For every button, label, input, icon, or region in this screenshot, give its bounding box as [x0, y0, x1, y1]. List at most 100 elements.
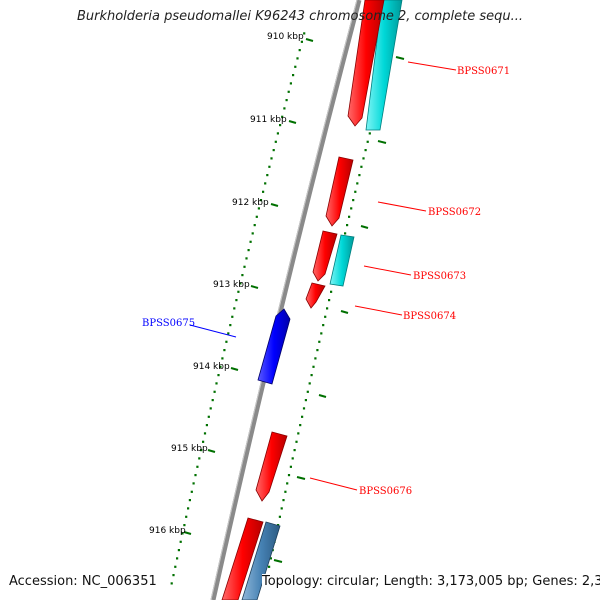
ruler-dots-inner — [170, 32, 306, 585]
ruler-dot — [284, 490, 287, 493]
ruler-dot — [268, 565, 271, 568]
ruler-dot — [274, 140, 277, 143]
ruler-dot — [302, 407, 306, 410]
tick-mark-inner — [230, 367, 239, 371]
ruler-dot — [213, 390, 216, 393]
ruler-dot — [291, 457, 294, 460]
ruler-dot — [209, 407, 212, 410]
ruler-dot — [316, 349, 319, 352]
label-leaders — [189, 61, 457, 491]
sequence-backbone — [210, 0, 362, 600]
ruler-dot — [278, 515, 281, 518]
ruler-dot — [346, 224, 349, 227]
ruler-dot — [318, 340, 321, 343]
ruler-dot — [179, 540, 182, 543]
ruler-dot — [255, 215, 258, 218]
ruler-dot — [320, 332, 323, 335]
tick-label: 913 kbp — [213, 280, 250, 290]
tick-label: 912 kbp — [232, 198, 269, 208]
ruler-dot — [177, 549, 180, 552]
sequence-summary: Topology: circular; Length: 3,173,005 bp… — [262, 574, 600, 589]
ruler-dot — [215, 382, 218, 385]
ruler-dot — [198, 457, 201, 460]
cds-track-reverse — [257, 308, 291, 385]
ruler-dot — [272, 149, 275, 152]
ruler-dot — [282, 499, 285, 502]
tick-mark-outer — [377, 140, 387, 144]
ruler-dot — [279, 124, 282, 127]
ruler-dot — [221, 357, 224, 360]
ruler-dot — [219, 365, 222, 368]
cds-arrow — [312, 230, 338, 282]
ruler-dot — [292, 74, 295, 77]
ruler-dot — [270, 157, 273, 160]
ruler-dot — [324, 315, 327, 318]
ruler-dot — [283, 107, 286, 110]
gene-label[interactable]: BPSS0672 — [428, 207, 481, 218]
gene-label[interactable]: BPSS0673 — [413, 271, 466, 282]
ruler-dot — [231, 315, 234, 318]
ruler-dot — [233, 307, 236, 310]
ruler-dot — [354, 190, 357, 193]
cds-block — [221, 517, 264, 600]
ruler-dot — [237, 290, 240, 293]
gene-label[interactable]: BPSS0675 — [142, 318, 195, 329]
ruler-dot — [205, 424, 208, 427]
ruler-dot — [253, 224, 256, 227]
ruler-dot — [241, 274, 244, 277]
tick-label: 910 kbp — [267, 32, 304, 42]
ruler-dot — [183, 524, 186, 527]
ruler-dot — [229, 324, 232, 327]
ruler-dot — [298, 49, 301, 52]
ruler-dot — [303, 32, 306, 35]
tick-mark-outer — [318, 394, 327, 398]
ruler-dot — [295, 440, 298, 443]
ruler-dot — [312, 365, 315, 368]
leader-line — [189, 324, 237, 338]
gene-label[interactable]: BPSS0676 — [359, 486, 412, 497]
feature-track-cyan — [329, 0, 403, 287]
tick-mark-outer — [296, 476, 306, 480]
ruler-dot — [247, 249, 250, 252]
tick-label: 911 kbp — [250, 115, 287, 125]
ruler-dot — [185, 515, 188, 518]
tick-mark-outer — [360, 225, 369, 229]
ruler-dot — [299, 424, 302, 427]
tick-label: 914 kbp — [193, 362, 230, 372]
ruler-dot — [264, 182, 267, 185]
ruler-dot — [276, 132, 279, 135]
ruler-dot — [196, 465, 199, 468]
ruler-dot — [310, 374, 313, 377]
gene-label[interactable]: BPSS0674 — [403, 311, 456, 322]
accession-text: Accession: NC_006351 — [9, 574, 157, 589]
ruler-dot — [281, 115, 284, 118]
feature-block-cyan — [329, 234, 355, 287]
ruler-dot — [207, 415, 210, 418]
ruler-dot — [322, 324, 325, 327]
ruler-dot — [211, 399, 214, 402]
ruler-dot — [364, 149, 367, 152]
ruler-dot — [227, 332, 230, 335]
cds-arrow — [325, 156, 354, 227]
ruler-dot — [251, 232, 254, 235]
tick-mark-outer — [395, 56, 405, 60]
ruler-dot — [259, 199, 263, 202]
cds-arrow — [255, 431, 288, 502]
ruler-dot — [190, 490, 193, 493]
feature-track-steel — [241, 521, 281, 600]
gene-label[interactable]: BPSS0671 — [457, 66, 510, 77]
cds-arrow-reverse — [257, 308, 291, 385]
ruler-dot — [235, 299, 238, 302]
ruler-dot — [262, 190, 265, 193]
ruler-dot — [202, 440, 205, 443]
ruler-dot — [287, 474, 291, 477]
ruler-dot — [225, 340, 228, 343]
ruler-dot — [289, 465, 292, 468]
sequence-backbone-highlight — [210, 0, 358, 600]
ruler-dot — [366, 140, 369, 143]
tick-mark-inner — [288, 120, 297, 124]
ruler-dot — [192, 482, 195, 485]
cds-arrow — [305, 282, 326, 309]
ruler-ticks — [183, 38, 405, 563]
ruler-dot — [176, 557, 179, 560]
